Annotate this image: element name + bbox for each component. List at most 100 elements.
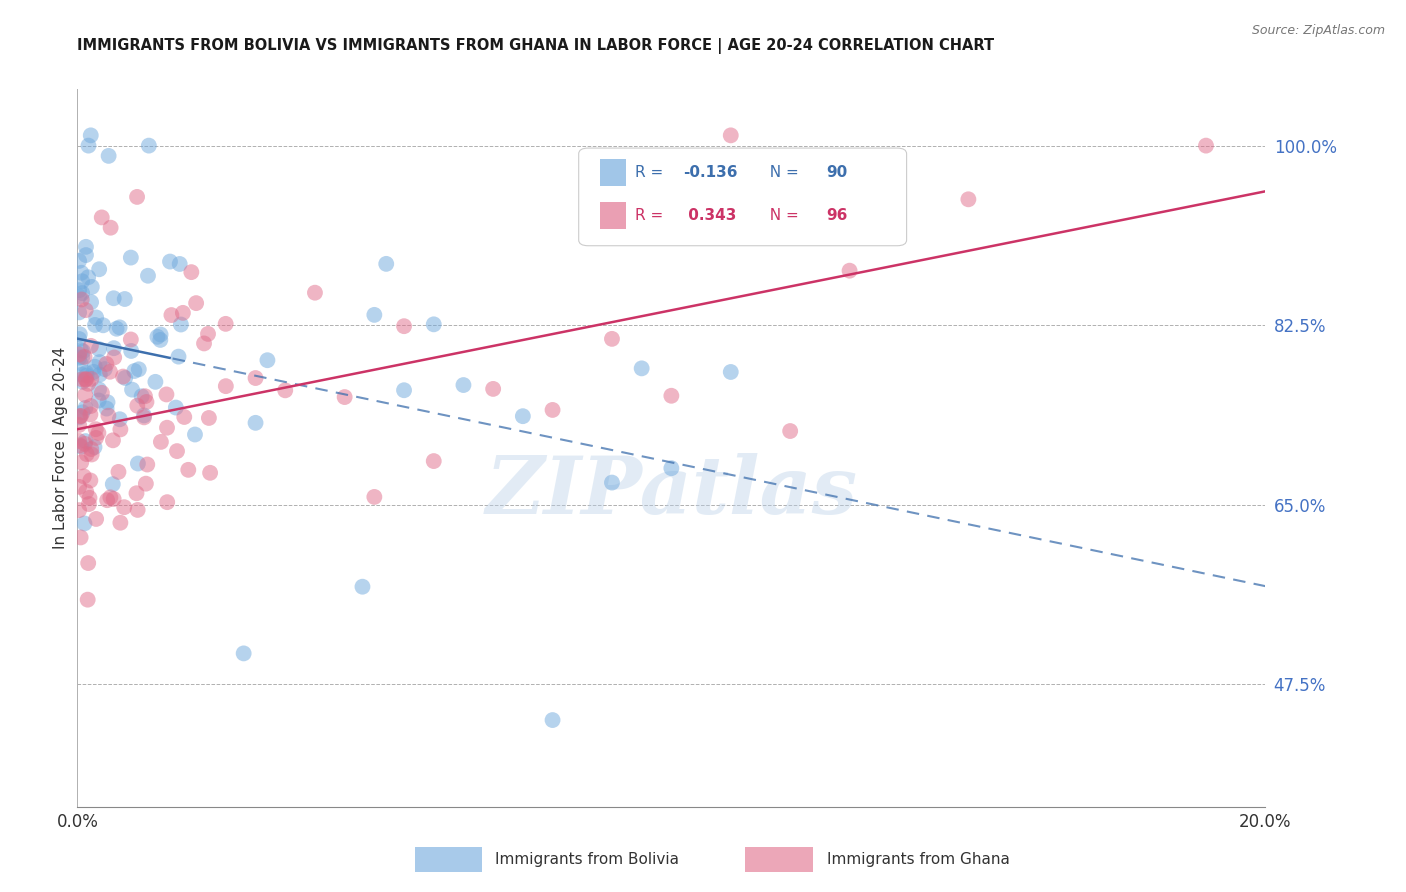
Point <box>83 440 105 454</box>
Point <box>76 447 98 461</box>
Point <box>169 257 191 271</box>
Point <box>541 403 564 417</box>
Point <box>215 317 238 331</box>
Point <box>96 395 118 409</box>
Point <box>134 389 156 403</box>
Point <box>108 320 131 334</box>
Point <box>80 280 103 294</box>
Point <box>127 457 149 471</box>
Point <box>114 371 136 385</box>
Point <box>145 375 167 389</box>
Point <box>121 383 143 397</box>
Point <box>77 497 100 511</box>
Point <box>422 318 444 332</box>
Point <box>89 262 111 277</box>
Point <box>73 469 96 483</box>
Point <box>67 503 90 517</box>
Point <box>103 491 125 506</box>
Point <box>67 253 90 268</box>
Point <box>114 292 136 306</box>
Point <box>193 336 215 351</box>
Point <box>363 308 385 322</box>
Point <box>453 378 475 392</box>
Bar <box>600 159 626 186</box>
Point <box>75 372 97 386</box>
Bar <box>600 202 626 229</box>
Point <box>108 412 131 426</box>
Point <box>67 332 90 346</box>
Point <box>165 401 187 415</box>
Point <box>120 343 142 358</box>
Point <box>67 351 90 365</box>
Text: ZIPatlas: ZIPatlas <box>485 452 858 530</box>
Point <box>70 372 93 386</box>
Point <box>90 385 112 400</box>
Point <box>87 393 110 408</box>
Point <box>84 422 107 436</box>
Text: IMMIGRANTS FROM BOLIVIA VS IMMIGRANTS FROM GHANA IN LABOR FORCE | AGE 20-24 CORR: IMMIGRANTS FROM BOLIVIA VS IMMIGRANTS FR… <box>77 37 994 54</box>
Point <box>600 475 623 490</box>
Point <box>77 138 100 153</box>
Point <box>166 444 188 458</box>
Point <box>75 372 97 386</box>
Text: 96: 96 <box>825 208 848 223</box>
Point <box>100 491 122 505</box>
Text: R =: R = <box>634 208 668 223</box>
Point <box>91 318 114 333</box>
Point <box>661 389 683 403</box>
Point <box>97 149 120 163</box>
Point <box>69 531 91 545</box>
Point <box>184 427 207 442</box>
Point <box>180 265 202 279</box>
Point <box>103 341 125 355</box>
Point <box>304 285 326 300</box>
Point <box>89 368 111 382</box>
Point <box>87 425 110 440</box>
Point <box>75 401 97 415</box>
Point <box>84 512 107 526</box>
Point <box>73 516 96 531</box>
Point <box>70 343 93 357</box>
Point <box>69 409 91 424</box>
Point <box>93 362 115 376</box>
Point <box>67 417 90 432</box>
Point <box>70 274 93 288</box>
Point <box>84 318 107 332</box>
Point <box>97 409 120 423</box>
Point <box>69 438 91 452</box>
Point <box>89 355 111 369</box>
Point <box>120 251 142 265</box>
Point <box>96 401 118 416</box>
Point <box>72 344 94 359</box>
Point <box>146 330 169 344</box>
Point <box>957 192 980 206</box>
Point <box>79 491 101 505</box>
Point <box>70 455 93 469</box>
Text: N =: N = <box>761 165 804 180</box>
Point <box>838 263 860 277</box>
Point <box>79 474 101 488</box>
Point <box>70 440 93 454</box>
Point <box>149 333 172 347</box>
Point <box>352 580 374 594</box>
Point <box>77 556 100 570</box>
Point <box>136 458 159 472</box>
Point <box>75 366 97 380</box>
Point <box>80 399 103 413</box>
Point <box>274 384 297 398</box>
Point <box>70 368 93 382</box>
Point <box>100 220 122 235</box>
Point <box>128 362 150 376</box>
Point <box>136 268 159 283</box>
Point <box>83 359 105 374</box>
Point <box>75 303 97 318</box>
Point <box>96 493 118 508</box>
Point <box>69 356 91 370</box>
Point <box>156 421 179 435</box>
Point <box>80 372 103 386</box>
Point <box>333 390 356 404</box>
Point <box>67 480 90 494</box>
Point <box>131 389 153 403</box>
Point <box>70 286 93 301</box>
Point <box>76 592 98 607</box>
